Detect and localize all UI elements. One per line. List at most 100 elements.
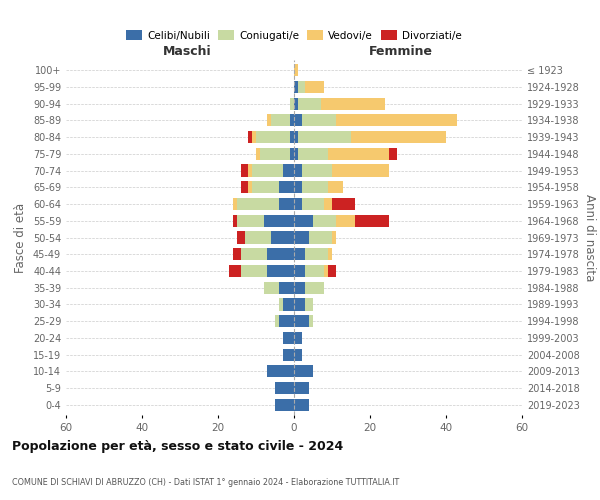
- Bar: [252, 131, 256, 143]
- Bar: [237, 214, 263, 227]
- Bar: [294, 214, 313, 227]
- Bar: [268, 114, 271, 126]
- Bar: [241, 248, 268, 260]
- Bar: [294, 131, 298, 143]
- Bar: [241, 181, 248, 194]
- Bar: [233, 248, 241, 260]
- Bar: [275, 315, 279, 328]
- Bar: [290, 148, 294, 160]
- Bar: [305, 81, 325, 93]
- Bar: [355, 214, 389, 227]
- Bar: [305, 265, 325, 277]
- Bar: [332, 232, 336, 243]
- Bar: [268, 248, 294, 260]
- Bar: [275, 399, 294, 411]
- Bar: [279, 298, 283, 310]
- Bar: [294, 282, 305, 294]
- Bar: [302, 164, 332, 176]
- Bar: [279, 181, 294, 194]
- Bar: [283, 164, 294, 176]
- Bar: [294, 298, 305, 310]
- Bar: [294, 366, 313, 378]
- Bar: [294, 164, 302, 176]
- Bar: [294, 98, 298, 110]
- Bar: [233, 198, 237, 210]
- Bar: [298, 148, 328, 160]
- Bar: [268, 265, 294, 277]
- Bar: [302, 198, 325, 210]
- Bar: [294, 315, 309, 328]
- Bar: [229, 265, 241, 277]
- Bar: [294, 81, 298, 93]
- Legend: Celibi/Nubili, Coniugati/e, Vedovi/e, Divorziati/e: Celibi/Nubili, Coniugati/e, Vedovi/e, Di…: [122, 26, 466, 44]
- Bar: [332, 164, 389, 176]
- Bar: [294, 265, 305, 277]
- Bar: [283, 348, 294, 360]
- Bar: [325, 265, 328, 277]
- Bar: [294, 332, 302, 344]
- Bar: [279, 315, 294, 328]
- Bar: [389, 148, 397, 160]
- Bar: [252, 164, 283, 176]
- Y-axis label: Fasce di età: Fasce di età: [14, 202, 27, 272]
- Bar: [279, 198, 294, 210]
- Bar: [263, 282, 279, 294]
- Bar: [241, 164, 248, 176]
- Bar: [271, 232, 294, 243]
- Bar: [336, 114, 457, 126]
- Bar: [294, 198, 302, 210]
- Bar: [309, 232, 332, 243]
- Bar: [298, 131, 351, 143]
- Bar: [328, 248, 332, 260]
- Bar: [294, 399, 309, 411]
- Bar: [279, 282, 294, 294]
- Bar: [298, 81, 305, 93]
- Bar: [248, 164, 252, 176]
- Bar: [313, 214, 336, 227]
- Bar: [275, 382, 294, 394]
- Bar: [328, 181, 343, 194]
- Bar: [256, 131, 290, 143]
- Bar: [294, 114, 302, 126]
- Bar: [294, 348, 302, 360]
- Bar: [305, 298, 313, 310]
- Bar: [294, 382, 309, 394]
- Bar: [256, 148, 260, 160]
- Bar: [305, 248, 328, 260]
- Bar: [294, 232, 309, 243]
- Bar: [283, 332, 294, 344]
- Bar: [351, 131, 446, 143]
- Bar: [237, 232, 245, 243]
- Bar: [260, 148, 290, 160]
- Bar: [263, 214, 294, 227]
- Bar: [320, 98, 385, 110]
- Bar: [268, 366, 294, 378]
- Bar: [283, 298, 294, 310]
- Bar: [237, 198, 279, 210]
- Text: COMUNE DI SCHIAVI DI ABRUZZO (CH) - Dati ISTAT 1° gennaio 2024 - Elaborazione TU: COMUNE DI SCHIAVI DI ABRUZZO (CH) - Dati…: [12, 478, 399, 487]
- Bar: [290, 98, 294, 110]
- Bar: [252, 181, 279, 194]
- Bar: [294, 64, 298, 76]
- Bar: [325, 198, 332, 210]
- Bar: [309, 315, 313, 328]
- Bar: [294, 148, 298, 160]
- Bar: [294, 181, 302, 194]
- Bar: [328, 265, 336, 277]
- Text: Popolazione per età, sesso e stato civile - 2024: Popolazione per età, sesso e stato civil…: [12, 440, 343, 453]
- Bar: [241, 265, 268, 277]
- Text: Maschi: Maschi: [163, 46, 212, 59]
- Bar: [271, 114, 290, 126]
- Bar: [248, 181, 252, 194]
- Text: Femmine: Femmine: [368, 46, 433, 59]
- Bar: [332, 198, 355, 210]
- Bar: [248, 131, 252, 143]
- Bar: [290, 114, 294, 126]
- Bar: [290, 131, 294, 143]
- Y-axis label: Anni di nascita: Anni di nascita: [583, 194, 596, 281]
- Bar: [245, 232, 271, 243]
- Bar: [302, 181, 328, 194]
- Bar: [233, 214, 237, 227]
- Bar: [298, 98, 320, 110]
- Bar: [328, 148, 389, 160]
